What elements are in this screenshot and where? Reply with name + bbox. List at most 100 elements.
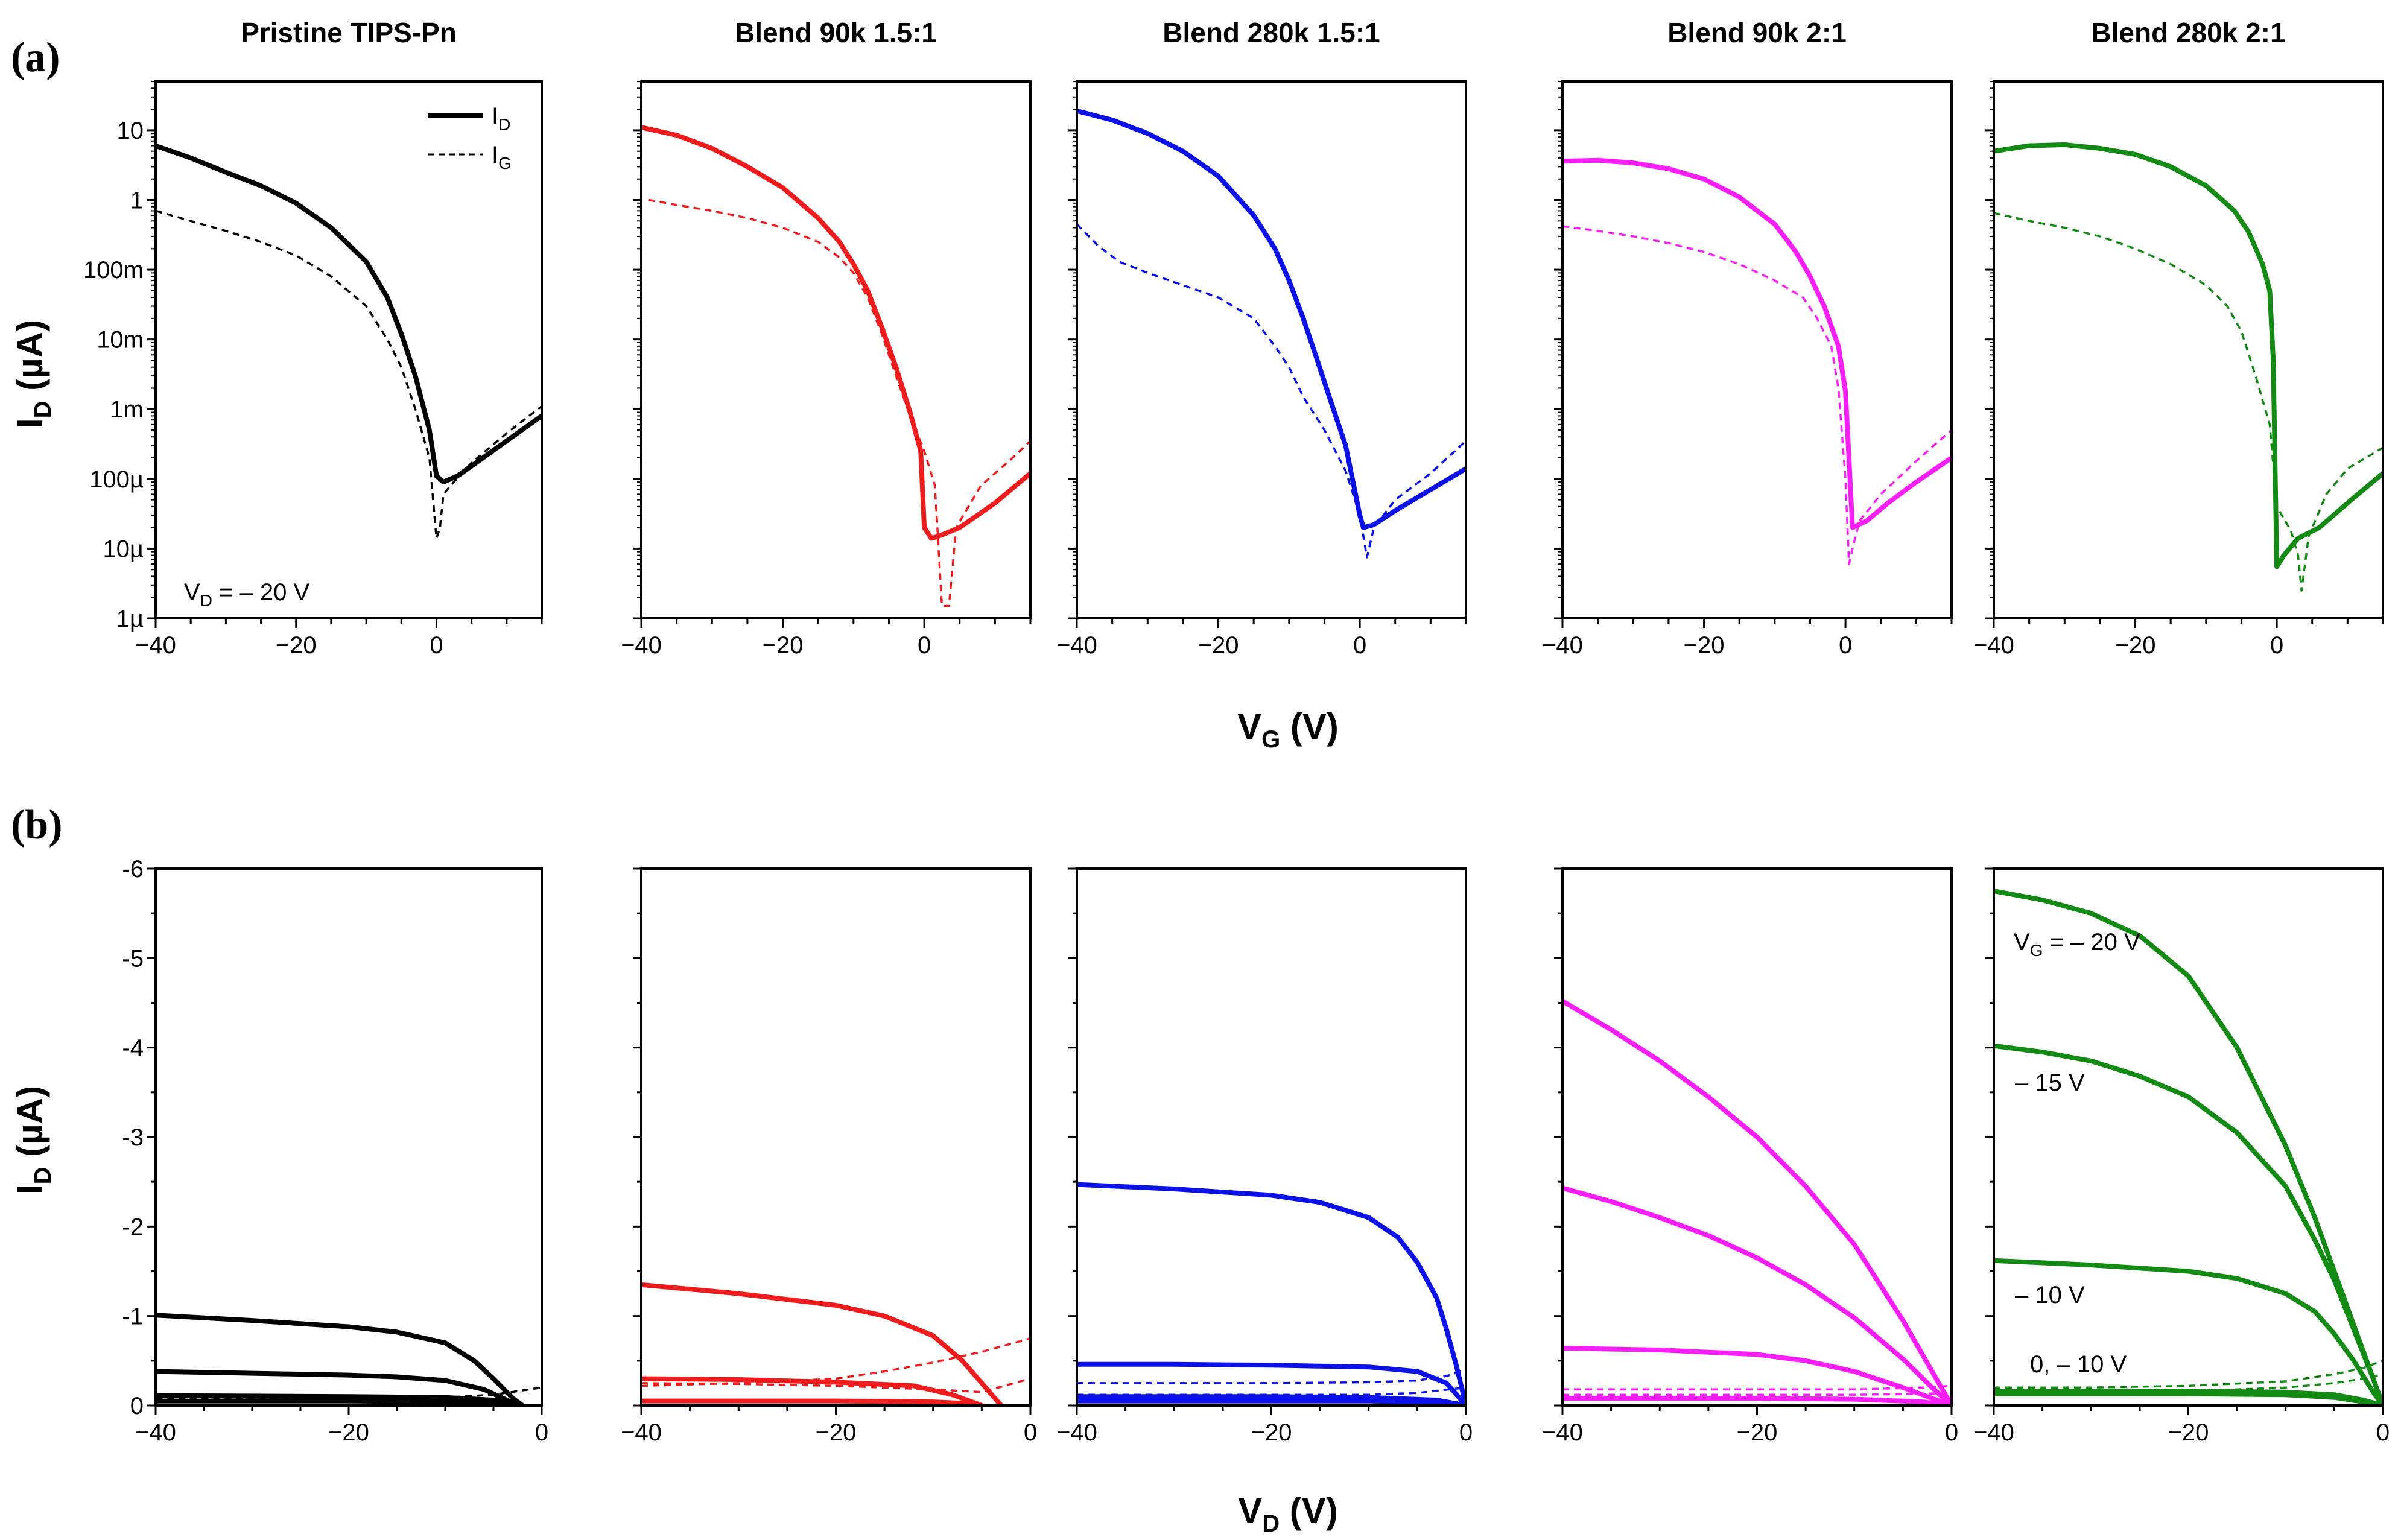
y-tick-label: 10m [97,327,144,353]
x-tick-label: −20 [276,632,317,659]
x-tick-label: −40 [621,1419,662,1446]
y-tick-label: -4 [122,1035,144,1062]
plots-layer: Pristine TIPS-Pn −40 −20 0 10 1 100m 10m 1m 100µ 1… [83,17,2390,1446]
series-id-vg-0-v [1562,1396,1952,1405]
series-group [156,143,542,540]
chart-2: Blend 90k 1.5:1 −40 −20 0 [621,17,1032,659]
x-tick-label: −40 [621,632,662,659]
chart-6: −40 −20 0 0 -1 -2 -3 -4 -5 -6 [122,856,548,1446]
series-ig-high [1562,1384,1952,1391]
series-id-vg-0-v [1077,1398,1466,1405]
series-id-vg-10-v [1994,1258,2383,1405]
plot-frame [1076,867,1467,1407]
x-tick-label: −40 [135,1419,176,1446]
x-tick-label: −40 [135,632,176,659]
series-id-vg-20-v [1077,1182,1466,1405]
row-a-ylabel: ID (µA) [10,320,56,428]
legend: ID IG [428,103,512,173]
series-id [156,143,542,485]
y-tick-label: 100µ [89,466,144,493]
x-tick-label: −20 [1198,632,1239,659]
y-tick-label: -3 [122,1124,144,1151]
series-ig-low [641,1377,1030,1393]
series-ig-low [1994,1373,2383,1393]
x-tick-label: −40 [1542,632,1583,659]
plot-frame [154,80,543,619]
chart-title: Blend 90k 2:1 [1667,17,1847,48]
x-tick-label: 0 [918,632,931,659]
y-tick-label: 100m [83,257,144,284]
series-id [641,125,1030,541]
series-id-vg-15-v [1077,1361,1466,1405]
x-tick-label: −20 [328,1419,369,1446]
x-tick-label: 0 [2270,632,2283,659]
series-group [641,1282,1030,1405]
plot-frame [1993,80,2384,619]
x-tick-label: −40 [1056,1419,1097,1446]
series-group [156,1313,542,1405]
chart-4: Blend 90k 2:1 −40 −20 0 [1542,17,1953,659]
x-tick-label: 0 [2376,1419,2390,1446]
vg-15-annotation: – 15 V [2015,1069,2085,1096]
series-id-vg-15-v [1562,1185,1952,1405]
series-id [1562,157,1952,530]
y-tick-label: 10µ [103,536,144,562]
x-tick-label: −20 [763,632,804,659]
row-b-ylabel: ID (µA) [10,1086,56,1194]
series-ig-low [1077,1386,1466,1396]
series-ig [1994,212,2383,592]
x-tick-label: 0 [430,632,443,659]
x-tick-label: −20 [2168,1419,2209,1446]
chart-title: Blend 90k 1.5:1 [735,17,937,48]
y-tick-label: -6 [122,856,144,882]
x-tick-label: 0 [1459,1419,1473,1446]
x-tick-label: −20 [1251,1419,1292,1446]
row-a-xlabel: VG (V) [1237,706,1339,753]
series-group [1994,889,2383,1405]
series-id-vg-20-v [156,1313,525,1405]
y-tick-label: 1m [110,396,144,423]
x-tick-label: −20 [2115,632,2156,659]
panel-a-label: (a) [11,34,60,81]
chart-9: −40 −20 0 [1542,867,1958,1446]
chart-1: Pristine TIPS-Pn −40 −20 0 10 1 100m 10m 1m 100µ 1… [83,17,543,659]
series-ig [156,209,542,540]
x-tick-label: 0 [1353,632,1366,659]
x-tick-label: 0 [1024,1419,1037,1446]
series-id-vg-20-v [1562,998,1952,1405]
series-id-vg-15-v [156,1369,520,1405]
chart-title: Pristine TIPS-Pn [241,17,457,48]
chart-10: −40 −20 0 [1973,867,2390,1446]
series-id-vg-15-v [1994,1043,2383,1405]
series-ig [1077,223,1466,559]
x-tick-label: −40 [1973,1419,2014,1446]
legend-ig-label: IG [492,142,512,173]
vd-annotation: VD = – 20 V [184,579,309,610]
y-tick-label: 0 [130,1393,144,1419]
x-tick-label: −20 [1737,1419,1778,1446]
x-tick-label: −40 [1056,632,1097,659]
y-tick-label: 10 [117,118,144,144]
y-tick-label: 1µ [116,606,144,632]
chart-title: Blend 280k 1.5:1 [1163,17,1380,48]
series-ig [1562,225,1952,565]
x-tick-label: −20 [816,1419,857,1446]
chart-8: −40 −20 0 [1056,867,1473,1446]
plot-frame [640,867,1032,1407]
series-group [1562,157,1952,565]
series-id-vg-20-v [641,1282,1004,1405]
x-tick-label: −40 [1973,632,2014,659]
vg-10-annotation: – 10 V [2015,1282,2085,1308]
x-tick-label: −40 [1542,1419,1583,1446]
series-ig-high [1994,1360,2383,1389]
series-id-vg-10-v [1562,1346,1952,1405]
x-tick-label: −20 [1684,632,1725,659]
series-ig [648,198,1030,607]
vg-0-annotation: 0, – 10 V [2030,1351,2127,1378]
legend-id-label: ID [492,103,510,134]
series-ig [156,1386,542,1399]
chart-5: Blend 280k 2:1 −40 −20 0 [1973,17,2384,659]
series-id [1994,142,2383,569]
x-tick-label: 0 [535,1419,548,1446]
x-tick-label: 0 [1839,632,1852,659]
